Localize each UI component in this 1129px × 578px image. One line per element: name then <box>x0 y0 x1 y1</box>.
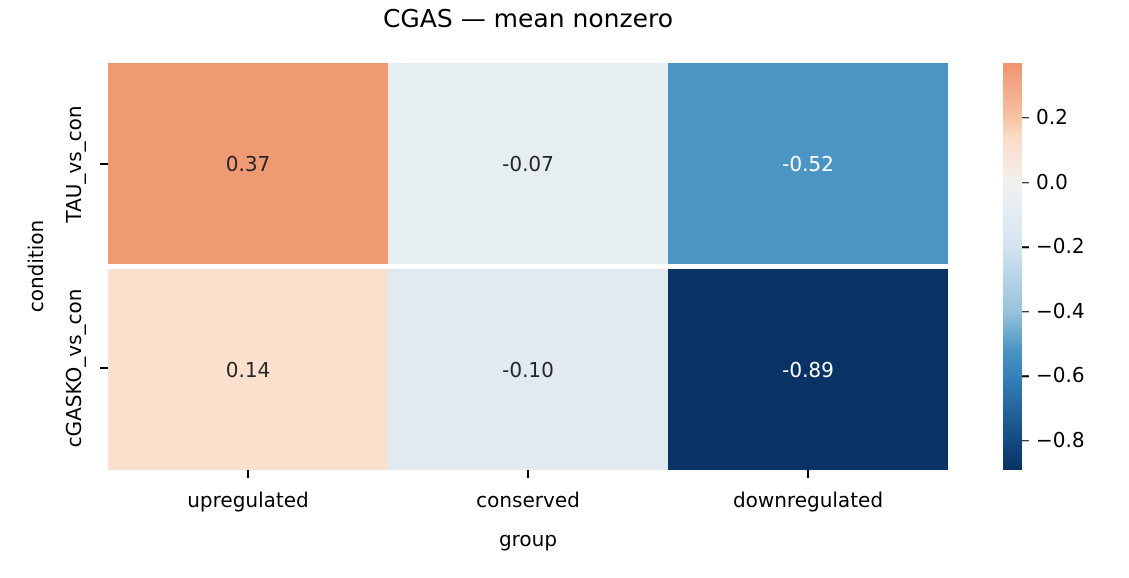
y-axis-label: condition <box>24 219 48 313</box>
ytick-label-cgasko: cGASKO_vs_con <box>62 288 86 448</box>
colorbar-gradient <box>1003 63 1022 470</box>
colorbar-tick-mark <box>1022 181 1029 184</box>
heatmap-cell: -0.52 <box>668 63 948 264</box>
xtick-label-upregulated: upregulated <box>187 488 309 512</box>
heatmap-grid: 0.37 -0.07 -0.52 0.14 -0.10 -0.89 <box>108 63 948 470</box>
colorbar-tick-label: −0.4 <box>1036 298 1085 323</box>
chart-title: CGAS — mean nonzero <box>382 4 674 33</box>
xtick-label-downregulated: downregulated <box>732 488 884 512</box>
colorbar-tick-mark <box>1022 440 1029 442</box>
xtick-label-conserved: conserved <box>476 488 580 512</box>
colorbar-tick-label: −0.8 <box>1036 427 1085 452</box>
colorbar-tick-label: 0.2 <box>1036 104 1068 129</box>
colorbar-tick-mark <box>1022 310 1029 313</box>
colorbar-tick-mark <box>1022 117 1029 119</box>
colorbar-tick-label: −0.6 <box>1036 363 1085 388</box>
colorbar-tick-mark <box>1022 246 1029 248</box>
heatmap-cell: 0.14 <box>108 269 388 470</box>
colorbar-tick-label: −0.2 <box>1036 233 1085 258</box>
heatmap-cell: -0.10 <box>388 269 668 470</box>
ytick-label-tau: TAU_vs_con <box>62 105 86 223</box>
colorbar-tick-mark <box>1022 375 1029 378</box>
colorbar: 0.2 0.0 −0.2 −0.4 −0.6 −0.8 <box>1003 63 1129 470</box>
y-tick-mark <box>100 163 108 165</box>
x-tick-mark <box>247 470 249 478</box>
x-tick-mark <box>527 470 529 478</box>
y-tick-mark <box>100 367 108 369</box>
heatmap-cell: 0.37 <box>108 63 388 264</box>
heatmap-cell: -0.89 <box>668 269 948 470</box>
colorbar-tick-label: 0.0 <box>1036 169 1068 194</box>
heatmap-cell: -0.07 <box>388 63 668 264</box>
x-tick-mark <box>807 470 809 478</box>
x-axis-label: group <box>498 527 558 551</box>
